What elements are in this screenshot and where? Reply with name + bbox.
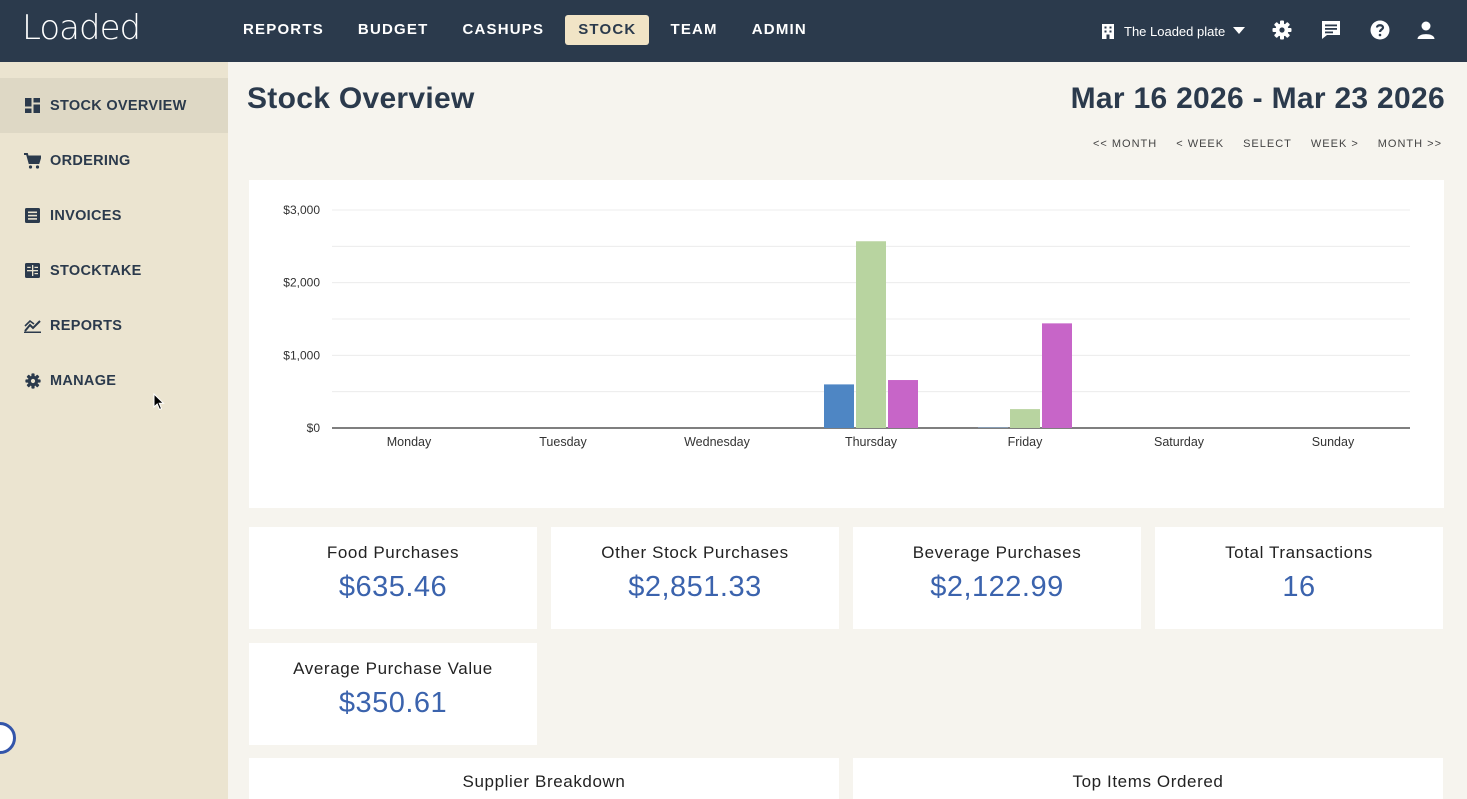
stat-label: Other Stock Purchases: [601, 543, 789, 562]
select-date-button[interactable]: SELECT: [1243, 138, 1292, 150]
mouse-cursor-icon: [153, 392, 165, 416]
sidebar-item-label: STOCKTAKE: [50, 262, 142, 279]
dashboard-icon: [24, 97, 41, 114]
stat-beverage-purchases: Beverage Purchases $2,122.99: [853, 527, 1141, 629]
stat-value: $635.46: [338, 571, 448, 603]
sidebar-item-label: STOCK OVERVIEW: [50, 97, 187, 114]
next-week-button[interactable]: WEEK >: [1310, 138, 1359, 150]
purchases-chart-card: $0 $1,000 $2,000 $3,000 Monday Tuesday Wednesd…: [249, 180, 1444, 508]
prev-month-button[interactable]: << MONTH: [1092, 138, 1158, 150]
gear-icon[interactable]: [1271, 19, 1293, 41]
sidebar-item-stock-overview[interactable]: STOCK OVERVIEW: [0, 78, 228, 133]
user-icon[interactable]: [1415, 19, 1437, 41]
chart-bar: [824, 384, 854, 428]
chart-y-tick-label: $1,000: [283, 348, 320, 362]
sidebar-item-invoices[interactable]: INVOICES: [0, 188, 228, 243]
stat-other-stock-purchases: Other Stock Purchases $2,851.33: [551, 527, 839, 629]
sidebar-item-label: INVOICES: [50, 207, 122, 224]
main-nav: REPORTS BUDGET CASHUPS STOCK TEAM ADMIN: [230, 15, 828, 45]
sidebar-item-reports[interactable]: REPORTS: [0, 298, 228, 353]
stat-label: Total Transactions: [1225, 543, 1373, 562]
stat-label: Average Purchase Value: [293, 659, 493, 678]
date-range: Mar 16 2026 - Mar 23 2026: [1070, 82, 1445, 115]
chart-x-tick-label: Monday: [387, 435, 432, 449]
chart-bar: [1010, 409, 1040, 428]
chat-icon[interactable]: [1320, 19, 1342, 41]
chart-bar: [888, 380, 918, 428]
main-content: Stock Overview Mar 16 2026 - Mar 23 2026…: [228, 62, 1467, 799]
panel-title: Supplier Breakdown: [462, 772, 626, 791]
chart-y-tick-label: $0: [307, 421, 321, 435]
chart-x-tick-label: Friday: [1008, 435, 1043, 449]
stat-average-purchase-value: Average Purchase Value $350.61: [249, 643, 537, 745]
sidebar: STOCK OVERVIEW ORDERING INVOICES: [0, 62, 228, 799]
gear-icon: [24, 372, 41, 389]
stat-label: Beverage Purchases: [912, 543, 1082, 562]
cart-icon: [24, 152, 41, 169]
supplier-breakdown-panel: Supplier Breakdown: [249, 758, 839, 799]
panel-title: Top Items Ordered: [1072, 772, 1224, 791]
sidebar-item-label: MANAGE: [50, 372, 117, 389]
top-navbar: Loaded REPORTS BUDGET CASHUPS STOCK TEAM…: [0, 0, 1467, 62]
top-items-panel: Top Items Ordered: [853, 758, 1443, 799]
chart-x-tick-label: Saturday: [1154, 435, 1205, 449]
chart-y-tick-label: $2,000: [283, 276, 320, 290]
help-icon[interactable]: [1369, 19, 1391, 41]
stat-value: $2,122.99: [930, 571, 1064, 603]
chart-bar: [1042, 323, 1072, 428]
nav-cashups[interactable]: CASHUPS: [462, 21, 545, 38]
stat-food-purchases: Food Purchases $635.46: [249, 527, 537, 629]
trend-icon: [24, 317, 41, 334]
stat-label: Food Purchases: [326, 543, 460, 562]
purchases-bar-chart: $0 $1,000 $2,000 $3,000 Monday Tuesday Wednesd…: [283, 203, 1410, 449]
sidebar-item-label: ORDERING: [50, 152, 131, 169]
receipt-icon: [24, 207, 41, 224]
sidebar-item-label: REPORTS: [50, 317, 123, 334]
nav-team[interactable]: TEAM: [670, 21, 718, 38]
nav-stock[interactable]: STOCK: [565, 15, 650, 45]
nav-admin[interactable]: ADMIN: [751, 21, 807, 38]
date-navigation: << MONTH < WEEK SELECT WEEK > MONTH >>: [1074, 138, 1442, 150]
next-month-button[interactable]: MONTH >>: [1377, 138, 1442, 150]
venue-name: The Loaded plate: [1124, 23, 1226, 39]
prev-week-button[interactable]: < WEEK: [1176, 138, 1225, 150]
chart-x-tick-label: Sunday: [1312, 435, 1355, 449]
stat-total-transactions: Total Transactions 16: [1155, 527, 1443, 629]
venue-selector[interactable]: The Loaded plate: [1100, 18, 1253, 44]
stat-value: 16: [1282, 571, 1316, 603]
building-icon: [1102, 23, 1114, 39]
chart-x-tick-label: Wednesday: [684, 435, 751, 449]
chevron-down-icon: [1233, 27, 1246, 34]
chart-x-tick-label: Thursday: [845, 435, 898, 449]
nav-reports[interactable]: REPORTS: [243, 21, 324, 38]
calculator-icon: [24, 262, 41, 279]
nav-budget[interactable]: BUDGET: [357, 21, 429, 38]
stat-value: $350.61: [338, 687, 448, 719]
sidebar-item-ordering[interactable]: ORDERING: [0, 133, 228, 188]
sidebar-item-manage[interactable]: MANAGE: [0, 353, 228, 408]
chart-y-tick-label: $3,000: [283, 203, 320, 217]
page-title: Stock Overview: [247, 82, 475, 115]
app-logo[interactable]: Loaded: [22, 8, 141, 48]
sidebar-item-stocktake[interactable]: STOCKTAKE: [0, 243, 228, 298]
chart-x-tick-label: Tuesday: [539, 435, 587, 449]
chart-bar: [856, 241, 886, 428]
stat-value: $2,851.33: [628, 571, 762, 603]
